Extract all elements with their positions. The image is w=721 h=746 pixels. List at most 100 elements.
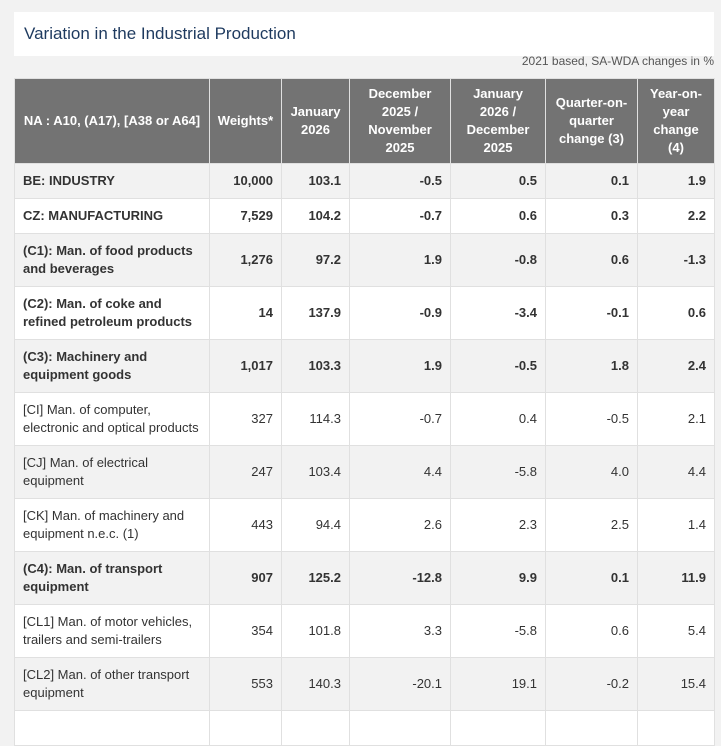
- row-label: BE: INDUSTRY: [14, 163, 210, 199]
- table-cell: 3.3: [349, 604, 451, 658]
- table-cell: 0.5: [450, 163, 546, 199]
- table-cell: 0.1: [545, 163, 638, 199]
- table-cell: -1.3: [637, 233, 715, 287]
- column-header: NA : A10, (A17), [A38 or A64]: [14, 78, 210, 164]
- title-panel: Variation in the Industrial Production: [14, 12, 714, 56]
- table-cell: 4.4: [349, 445, 451, 499]
- table-cell: 553: [209, 657, 282, 711]
- table-cell: 2.3: [450, 498, 546, 552]
- column-header: January 2026 / December 2025: [450, 78, 546, 164]
- column-header: Quarter-on-quarter change (3): [545, 78, 638, 164]
- table-cell: 101.8: [281, 604, 350, 658]
- table-cell: -0.5: [349, 163, 451, 199]
- row-label: CZ: MANUFACTURING: [14, 198, 210, 234]
- table-cell: 0.4: [450, 392, 546, 446]
- table-row: [CL2] Man. of other transport equipment 5…: [14, 657, 715, 711]
- table-cell: 2.2: [637, 198, 715, 234]
- row-label: [CL1] Man. of motor vehicles, trailers a…: [14, 604, 210, 658]
- table-cell: -5.8: [450, 445, 546, 499]
- table-cell: 354: [209, 604, 282, 658]
- table-cell: 11.9: [637, 551, 715, 605]
- table-row: (C3): Machinery and equipment goods 1,017…: [14, 339, 715, 393]
- table-cell: 0.1: [545, 551, 638, 605]
- table-cell: 1.4: [637, 498, 715, 552]
- table-cell: 2.4: [637, 339, 715, 393]
- table-cell: -0.8: [450, 233, 546, 287]
- table-header-row: NA : A10, (A17), [A38 or A64] Weights* Jan…: [14, 78, 715, 164]
- table-cell: 140.3: [281, 657, 350, 711]
- table-cell: -0.2: [545, 657, 638, 711]
- table-cell: 114.3: [281, 392, 350, 446]
- table-cell: 0.6: [545, 604, 638, 658]
- table-cell: 9.9: [450, 551, 546, 605]
- table-row: BE: INDUSTRY 10,000 103.1 -0.5 0.5 0.1 1.9: [14, 163, 715, 199]
- table-cell: [450, 710, 546, 746]
- table-cell: 103.1: [281, 163, 350, 199]
- table-cell: 907: [209, 551, 282, 605]
- page-title: Variation in the Industrial Production: [24, 24, 296, 43]
- table-row: (C1): Man. of food products and beverage…: [14, 233, 715, 287]
- table-cell: 1.9: [637, 163, 715, 199]
- table-cell: -20.1: [349, 657, 451, 711]
- table-cell: 1,276: [209, 233, 282, 287]
- column-header: January 2026: [281, 78, 350, 164]
- table-row: (C2): Man. of coke and refined petroleum…: [14, 286, 715, 340]
- table-cell: 19.1: [450, 657, 546, 711]
- table-cell: [545, 710, 638, 746]
- table-cell: 5.4: [637, 604, 715, 658]
- table-cell: 103.3: [281, 339, 350, 393]
- table-cell: 1,017: [209, 339, 282, 393]
- table-cell: 103.4: [281, 445, 350, 499]
- row-label: (C4): Man. of transport equipment: [14, 551, 210, 605]
- table-row: [CI] Man. of computer, electronic and op…: [14, 392, 715, 446]
- table-row: [CJ] Man. of electrical equipment 247 103.…: [14, 445, 715, 499]
- table-row: [14, 710, 715, 746]
- table-cell: -0.5: [545, 392, 638, 446]
- column-header: Year-on-year change (4): [637, 78, 715, 164]
- table-cell: -0.7: [349, 198, 451, 234]
- row-label: [CI] Man. of computer, electronic and op…: [14, 392, 210, 446]
- table-row: (C4): Man. of transport equipment 907 125.…: [14, 551, 715, 605]
- table-cell: 14: [209, 286, 282, 340]
- row-label: (C2): Man. of coke and refined petroleum…: [14, 286, 210, 340]
- table-subtitle: 2021 based, SA-WDA changes in %: [521, 54, 714, 68]
- column-header: Weights*: [209, 78, 282, 164]
- row-label: (C1): Man. of food products and beverage…: [14, 233, 210, 287]
- table-cell: 1.8: [545, 339, 638, 393]
- table-cell: 2.6: [349, 498, 451, 552]
- table-cell: 0.3: [545, 198, 638, 234]
- table-row: [CL1] Man. of motor vehicles, trailers a…: [14, 604, 715, 658]
- row-label: [CL2] Man. of other transport equipment: [14, 657, 210, 711]
- table-cell: 327: [209, 392, 282, 446]
- table-cell: 2.5: [545, 498, 638, 552]
- table-cell: 97.2: [281, 233, 350, 287]
- table-cell: [637, 710, 715, 746]
- row-label: (C3): Machinery and equipment goods: [14, 339, 210, 393]
- table-cell: -0.7: [349, 392, 451, 446]
- table-cell: 4.4: [637, 445, 715, 499]
- table-cell: [349, 710, 451, 746]
- column-header: December 2025 / November 2025: [349, 78, 451, 164]
- row-label: [CK] Man. of machinery and equipment n.e…: [14, 498, 210, 552]
- table-cell: 125.2: [281, 551, 350, 605]
- industrial-production-table: NA : A10, (A17), [A38 or A64] Weights* Jan…: [14, 78, 715, 746]
- row-label: [CJ] Man. of electrical equipment: [14, 445, 210, 499]
- table-cell: -5.8: [450, 604, 546, 658]
- table-row: CZ: MANUFACTURING 7,529 104.2 -0.7 0.6 0.3 2.2: [14, 198, 715, 234]
- table-cell: -0.9: [349, 286, 451, 340]
- table-cell: 1.9: [349, 339, 451, 393]
- table-row: [CK] Man. of machinery and equipment n.e…: [14, 498, 715, 552]
- table-cell: 4.0: [545, 445, 638, 499]
- table-cell: 1.9: [349, 233, 451, 287]
- table-cell: -0.5: [450, 339, 546, 393]
- table-cell: 247: [209, 445, 282, 499]
- table-cell: -12.8: [349, 551, 451, 605]
- table-cell: 137.9: [281, 286, 350, 340]
- table-cell: 443: [209, 498, 282, 552]
- table-cell: 2.1: [637, 392, 715, 446]
- table-cell: -3.4: [450, 286, 546, 340]
- table-cell: 0.6: [450, 198, 546, 234]
- table-cell: [209, 710, 282, 746]
- table-cell: 7,529: [209, 198, 282, 234]
- table-cell: 104.2: [281, 198, 350, 234]
